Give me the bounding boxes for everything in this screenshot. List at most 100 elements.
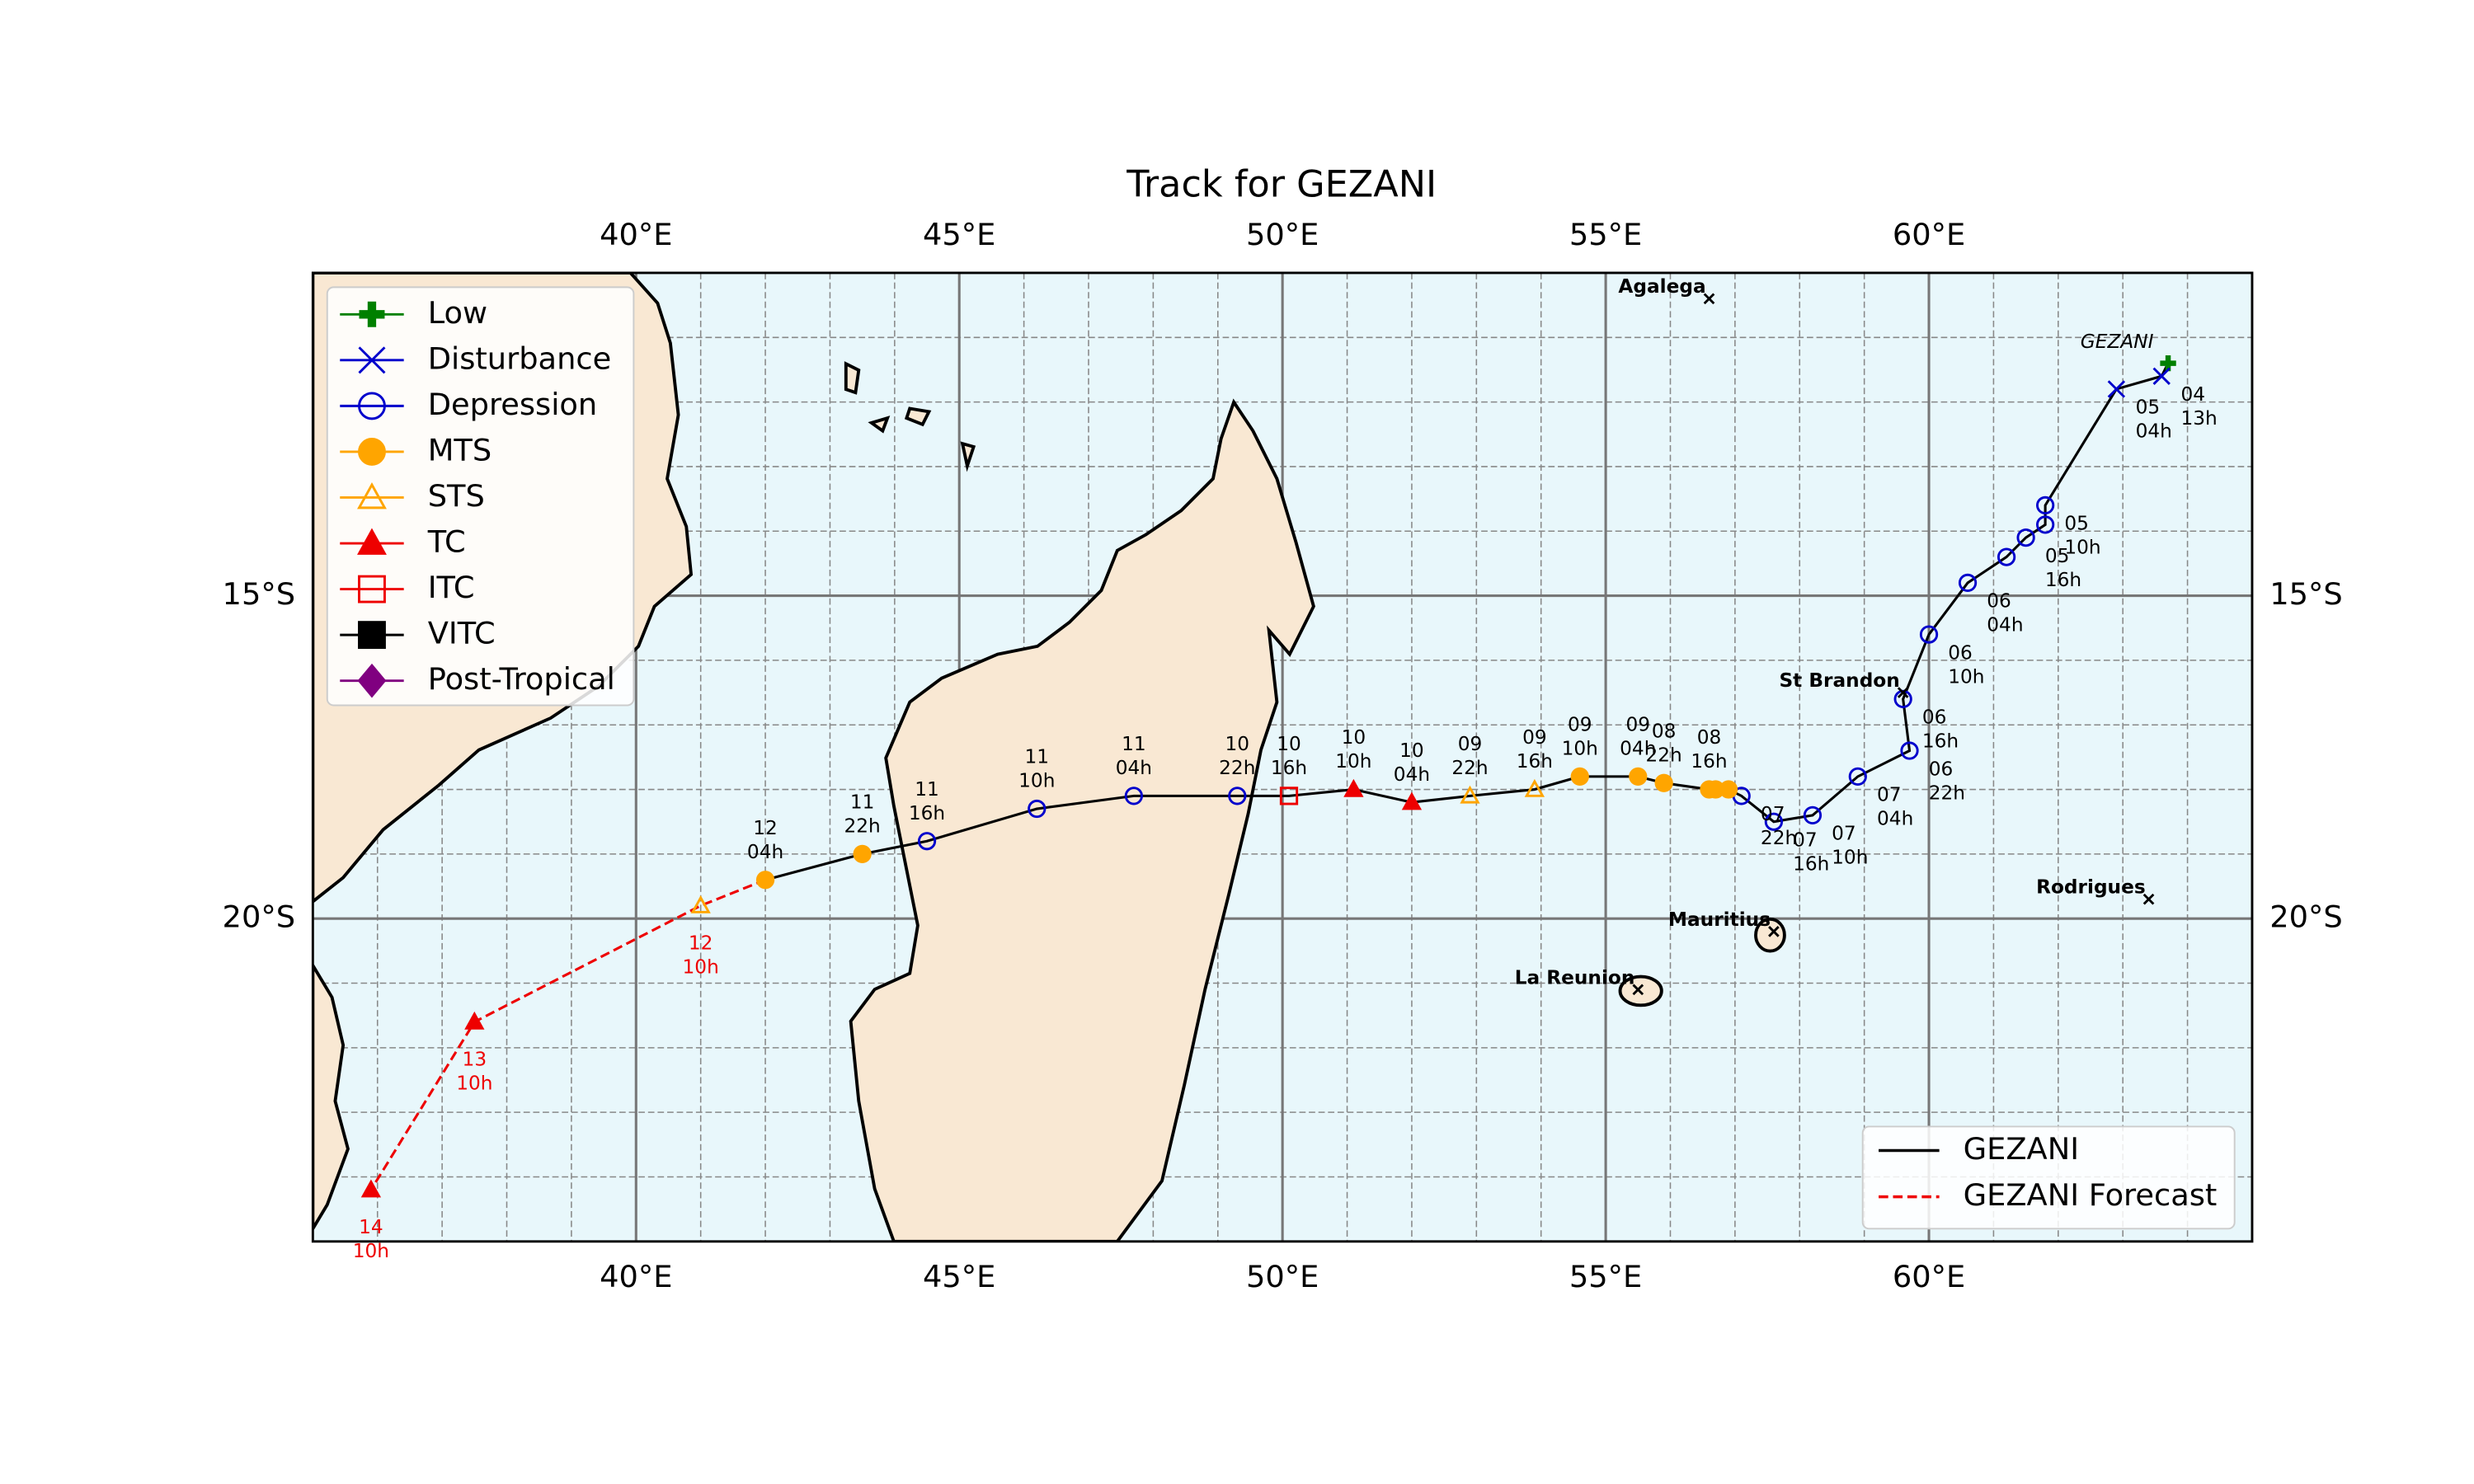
time-label-hour: 16h <box>1691 750 1727 773</box>
legend-label: STS <box>428 478 485 514</box>
track-marker <box>1997 547 2016 566</box>
time-label-day: 07 <box>1793 829 1818 851</box>
time-label-day: 09 <box>1458 733 1483 755</box>
x-tick-label: 60°E <box>1893 217 1965 252</box>
time-label-day: 08 <box>1652 720 1677 742</box>
y-tick-label: 20°S <box>2269 899 2343 935</box>
legend-marker <box>358 438 386 466</box>
x-tick-label: 60°E <box>1893 1259 1965 1294</box>
track-marker <box>2160 355 2176 372</box>
time-label-day: 06 <box>1948 641 1973 664</box>
track-marker <box>360 1179 382 1198</box>
time-label-day: 13 <box>463 1048 487 1070</box>
track-marker <box>690 895 711 913</box>
legend-label: Disturbance <box>428 340 612 376</box>
track-marker <box>1629 767 1648 787</box>
track-marker <box>917 832 937 851</box>
legend-label: Depression <box>428 387 598 422</box>
x-tick-label: 50°E <box>1246 217 1319 252</box>
track-marker <box>1343 778 1364 797</box>
time-label-hour: 10h <box>2064 537 2100 559</box>
time-label-hour: 22h <box>1451 757 1488 779</box>
time-label-day: 12 <box>689 932 713 954</box>
legend-label: VITC <box>428 616 496 651</box>
track-marker <box>1028 799 1047 819</box>
time-label-hour: 04h <box>2136 420 2172 443</box>
time-label-day: 06 <box>1929 758 1954 780</box>
x-tick-label: 50°E <box>1246 1259 1319 1294</box>
time-label-hour: 16h <box>1271 757 1307 779</box>
track-marker <box>1524 778 1545 797</box>
madagascar <box>849 398 1315 1242</box>
legend-label: Post-Tropical <box>428 661 615 697</box>
time-label-hour: 04h <box>1116 757 1152 779</box>
time-label-day: 04 <box>2180 383 2205 406</box>
time-label-hour: 16h <box>909 802 945 824</box>
time-label-day: 09 <box>1522 726 1547 749</box>
time-label-hour: 16h <box>1793 852 1829 875</box>
time-label-hour: 10h <box>353 1240 389 1262</box>
time-label-hour: 16h <box>1922 730 1959 753</box>
time-label-day: 09 <box>1626 713 1651 735</box>
time-label-day: 11 <box>1122 733 1146 755</box>
legend-marker <box>357 482 387 510</box>
track-marker <box>464 1011 485 1030</box>
legend-marker <box>357 663 387 698</box>
time-label-day: 06 <box>1922 707 1947 729</box>
track-marker <box>853 844 872 864</box>
time-label-hour: 22h <box>1929 782 1965 804</box>
time-label-hour: 10h <box>1948 665 1984 688</box>
place-marker <box>1768 926 1780 937</box>
legend-marker <box>358 575 386 603</box>
legend-label: TC <box>427 524 466 560</box>
track-marker <box>1460 785 1480 804</box>
track-marker <box>1919 625 1939 644</box>
time-label-hour: 10h <box>1562 737 1598 759</box>
track-marker <box>1900 741 1919 760</box>
time-label-day: 07 <box>1877 784 1902 806</box>
time-label-hour: 10h <box>1335 750 1371 773</box>
time-label-day: 05 <box>2136 397 2161 419</box>
time-label-hour: 16h <box>1517 750 1553 773</box>
time-label-day: 05 <box>2045 545 2070 567</box>
time-label-day: 08 <box>1697 726 1722 749</box>
track-marker <box>2107 380 2126 398</box>
place-marker <box>1703 293 1715 305</box>
legend-marker <box>358 346 386 374</box>
place-label: Mauritius <box>1668 909 1771 931</box>
x-tick-label: 55°E <box>1569 217 1642 252</box>
track-marker <box>1958 573 1978 593</box>
legend-label: MTS <box>428 432 492 467</box>
track-marker <box>1228 787 1247 805</box>
time-label-hour: 22h <box>844 815 881 837</box>
time-label-hour: 16h <box>2045 569 2081 591</box>
track-marker <box>1401 791 1423 810</box>
track-marker <box>2152 367 2171 385</box>
storm-label: GEZANI <box>2081 331 2154 353</box>
time-label-day: 10 <box>1342 726 1366 749</box>
place-label: La Reunion <box>1515 966 1635 989</box>
track-marker <box>1848 767 1867 787</box>
track-marker <box>755 871 775 890</box>
place-label: Agalega <box>1618 275 1705 298</box>
time-label-day: 12 <box>753 817 778 839</box>
track-marker <box>1124 787 1143 805</box>
legend-label: GEZANI Forecast <box>1964 1177 2218 1213</box>
time-label-hour: 04h <box>1877 808 1913 830</box>
time-label-day: 07 <box>1832 823 1856 845</box>
place-label: Rodrigues <box>2036 876 2146 899</box>
africa-coast-south <box>313 962 350 1233</box>
time-label-hour: 10h <box>1832 847 1868 869</box>
time-label-day: 11 <box>915 778 939 801</box>
x-tick-label: 45°E <box>923 217 995 252</box>
legend-label: GEZANI <box>1964 1131 2079 1167</box>
time-label-hour: 04h <box>1394 763 1430 786</box>
legend-label: ITC <box>428 570 475 605</box>
time-label-day: 10 <box>1277 733 1301 755</box>
time-label-day: 09 <box>1568 713 1592 735</box>
legend-marker <box>359 301 385 327</box>
place-marker <box>1632 984 1644 996</box>
track-marker <box>1764 812 1784 831</box>
x-tick-label: 45°E <box>923 1259 995 1294</box>
